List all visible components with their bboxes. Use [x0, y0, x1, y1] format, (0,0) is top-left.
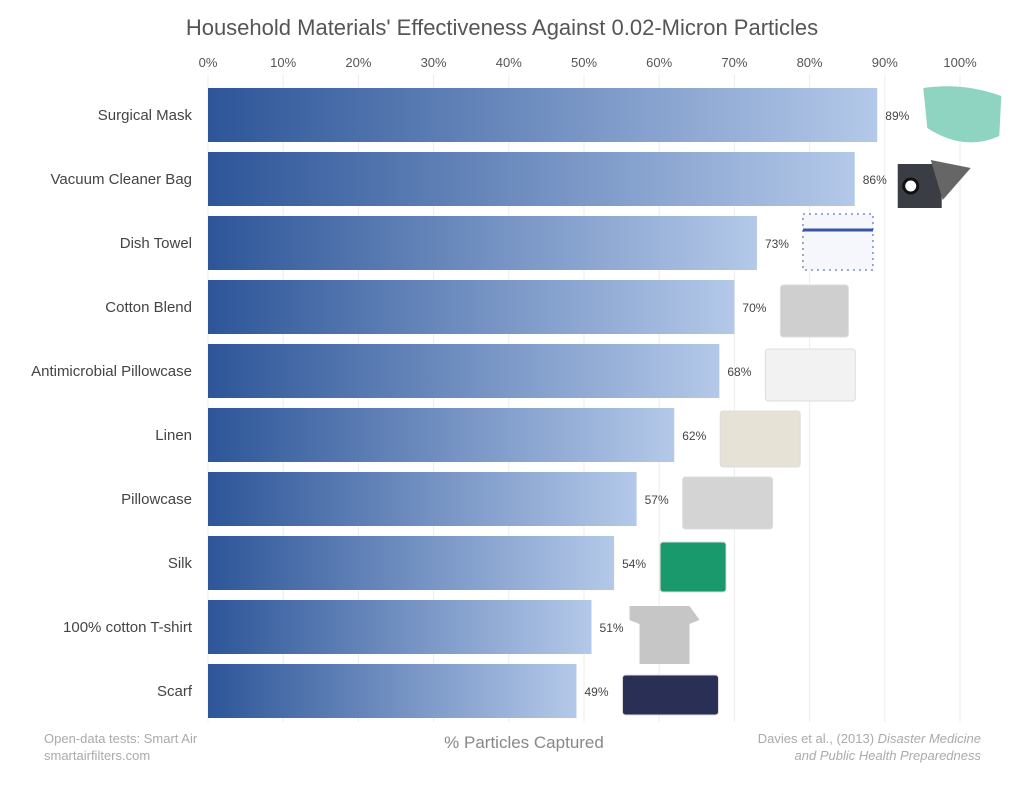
data-label: 54% — [622, 557, 646, 571]
data-label: 49% — [584, 685, 608, 699]
category-label: Antimicrobial Pillowcase — [31, 363, 192, 380]
category-label: Linen — [155, 427, 192, 444]
scarf-image — [621, 674, 719, 716]
x-tick-label: 60% — [646, 55, 672, 70]
x-tick-label: 80% — [797, 55, 823, 70]
x-tick-label: 50% — [571, 55, 597, 70]
category-label: Dish Towel — [120, 235, 192, 252]
x-tick-label: 0% — [199, 55, 218, 70]
chart-title: Household Materials' Effectiveness Again… — [186, 15, 818, 40]
category-label: Vacuum Cleaner Bag — [51, 171, 192, 188]
x-axis-label: % Particles Captured — [444, 733, 604, 752]
data-label: 70% — [742, 301, 766, 315]
source-url: smartairfilters.com — [44, 748, 151, 763]
data-label: 57% — [645, 493, 669, 507]
surgical-mask-image — [923, 86, 1002, 143]
x-tick-label: 20% — [345, 55, 371, 70]
bar — [208, 600, 592, 654]
x-tick-label: 10% — [270, 55, 296, 70]
category-label: Silk — [168, 555, 193, 572]
x-tick-label: 30% — [421, 55, 447, 70]
data-label: 62% — [682, 429, 706, 443]
data-label: 51% — [600, 621, 624, 635]
citation-authors: Davies et al., (2013) — [757, 731, 878, 746]
citation-journal-2: and Public Health Preparedness — [794, 748, 981, 763]
x-tick-label: 100% — [943, 55, 977, 70]
bar — [208, 472, 637, 526]
data-label: 73% — [765, 237, 789, 251]
bar — [208, 536, 615, 590]
pillowcase-image — [682, 476, 774, 530]
bar — [208, 344, 720, 398]
silk-image — [659, 541, 727, 593]
tshirt-image — [629, 606, 700, 664]
pillowcase-image — [764, 348, 856, 402]
category-label: 100% cotton T-shirt — [63, 619, 193, 636]
dish-towel-image — [802, 213, 874, 271]
source-credit: Open-data tests: Smart Air smartairfilte… — [44, 730, 197, 764]
x-tick-label: 70% — [721, 55, 747, 70]
bar — [208, 280, 735, 334]
bar — [208, 88, 878, 142]
category-label: Pillowcase — [121, 491, 192, 508]
citation: Davies et al., (2013) Disaster Medicine … — [758, 730, 981, 764]
x-tick-label: 40% — [496, 55, 522, 70]
source-line-1: Open-data tests: Smart Air — [44, 731, 198, 746]
x-tick-label: 90% — [872, 55, 898, 70]
linen-image — [719, 410, 801, 468]
vacuum-bag-flap — [930, 160, 971, 200]
bar — [208, 152, 855, 206]
bar — [208, 408, 675, 462]
category-label: Cotton Blend — [105, 299, 192, 316]
cotton-blend-image — [779, 284, 849, 338]
bar — [208, 664, 577, 718]
data-label: 89% — [885, 109, 909, 123]
data-label: 86% — [863, 173, 887, 187]
vacuum-bag-hole — [902, 177, 920, 195]
category-label: Surgical Mask — [98, 107, 193, 124]
data-label: 68% — [727, 365, 751, 379]
citation-journal-1: Disaster Medicine — [877, 731, 981, 746]
category-label: Scarf — [157, 683, 193, 700]
bar — [208, 216, 757, 270]
